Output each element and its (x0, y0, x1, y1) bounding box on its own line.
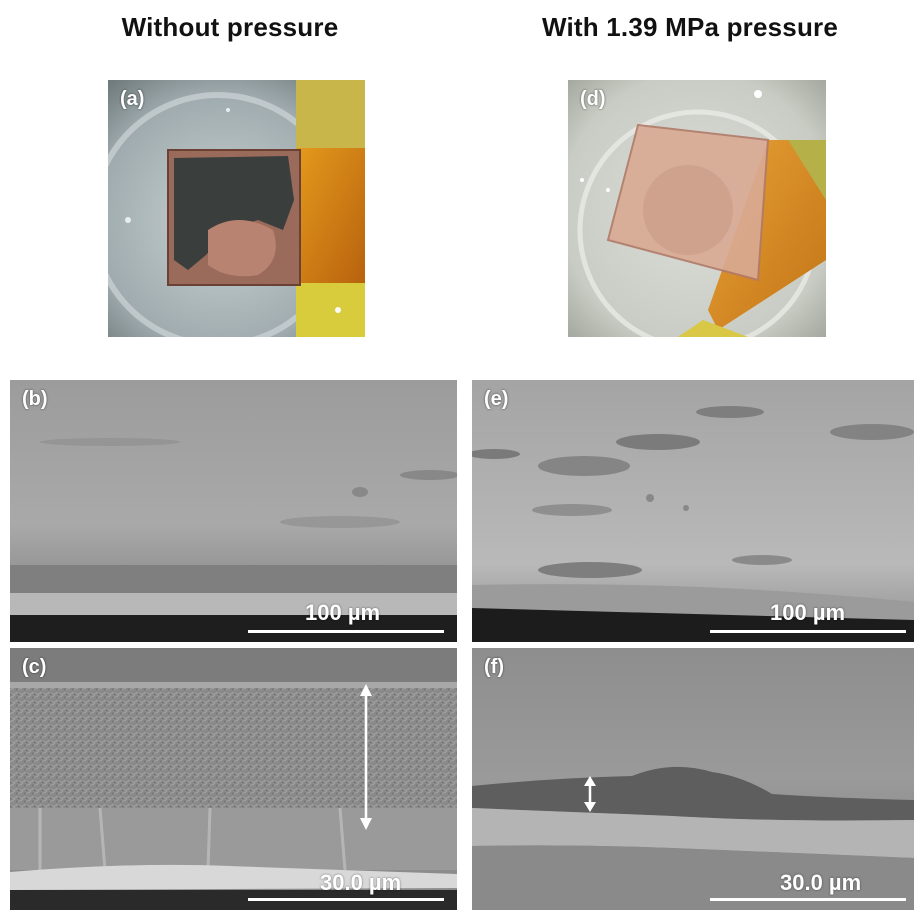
scale-label-b: 100 µm (305, 600, 381, 625)
scale-bar-e (710, 630, 906, 633)
photo-d-image (568, 80, 826, 337)
sem-e-image (472, 380, 914, 642)
column-title-with-pressure: With 1.39 MPa pressure (541, 12, 839, 42)
panel-label-a: (a) (120, 88, 145, 110)
photo-a-image (108, 80, 365, 337)
sem-panel-e: (e) 100 µm (472, 380, 914, 642)
panel-label-e: (e) (484, 388, 509, 410)
scale-bar-f (710, 898, 906, 901)
panel-label-c: (c) (22, 656, 47, 678)
sem-f-image (472, 648, 914, 910)
scale-label-e: 100 µm (770, 600, 846, 625)
scale-bar-b (248, 630, 444, 633)
sem-panel-b: (b) 100 µm (10, 380, 457, 642)
sem-c-image (10, 648, 457, 910)
scale-label-c: 30.0 µm (320, 870, 402, 895)
scale-bar-c (248, 898, 444, 901)
scale-label-f: 30.0 µm (780, 870, 862, 895)
panel-label-d: (d) (580, 88, 606, 110)
sem-panel-c: (c) 30.0 µm (10, 648, 457, 910)
photo-panel-d: (d) (568, 80, 826, 337)
sem-panel-f: (f) 30.0 µm (472, 648, 914, 910)
panel-label-f: (f) (484, 656, 504, 678)
sem-b-image (10, 380, 457, 642)
column-title-without-pressure: Without pressure (121, 12, 339, 42)
photo-panel-a: (a) (108, 80, 365, 337)
panel-label-b: (b) (22, 388, 48, 410)
